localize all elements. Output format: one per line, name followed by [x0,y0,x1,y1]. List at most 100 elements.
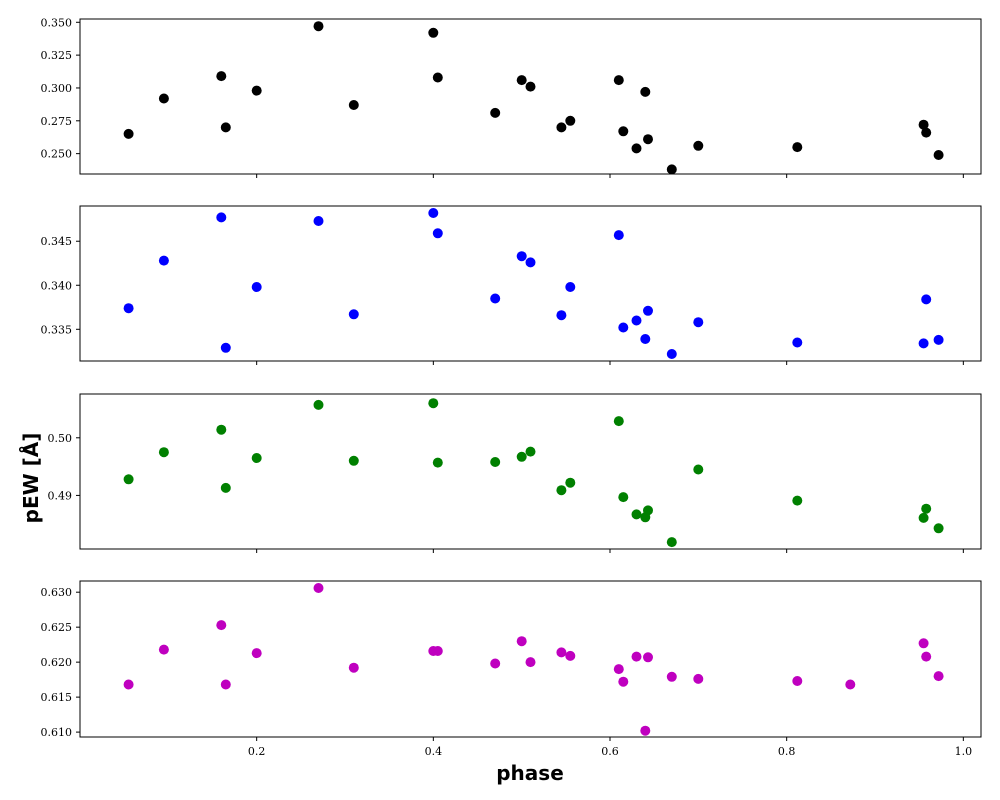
data-point [428,208,439,218]
plot-frame [79,393,982,550]
data-point [123,474,134,485]
data-point [516,451,527,462]
data-point [565,477,576,488]
data-point [516,75,527,86]
data-point [613,416,624,427]
data-point [933,523,944,534]
data-point [525,446,536,457]
data-point [216,71,227,82]
subplot-panels: 0.250 0.275 0.300 0.325 0.350 0.335 0.340 0.345… [41,16,982,758]
data-point [313,21,324,32]
data-point [216,212,227,223]
data-point [918,638,929,649]
data-point [432,457,443,468]
x-axis-label: phase [496,761,564,785]
data-point [556,310,567,321]
data-point [348,100,359,110]
data-point [792,337,803,348]
data-point [918,119,929,130]
data-point [845,679,856,690]
data-point [640,725,651,736]
y-tick-label: 0.345 [41,235,73,248]
data-point [158,644,169,655]
data-point [565,115,576,126]
data-point [921,294,932,305]
data-point [618,126,629,137]
data-point [158,93,169,104]
subplot-2: 0.335 0.340 0.345 [41,205,982,365]
data-point [921,127,932,138]
data-point [220,482,231,493]
y-axis-label: pEW [Å] [19,433,43,524]
data-point [693,673,704,684]
x-tick-label: 0.2 [248,745,266,758]
data-point [432,72,443,83]
data-point [525,257,536,268]
x-tick-label: 0.4 [425,745,443,758]
data-point [693,317,704,328]
data-point [613,75,624,86]
y-tick-label: 0.250 [41,148,73,161]
subplot-3: 0.49 0.50 [48,393,982,553]
y-tick-label: 0.625 [41,621,73,634]
data-point [490,107,501,118]
data-point [693,140,704,151]
y-tick-label: 0.335 [41,323,73,336]
data-point [556,647,567,658]
data-point [525,81,536,92]
y-tick-label: 0.275 [41,115,73,128]
x-tick-label: 1.0 [955,745,973,758]
data-point [933,671,944,682]
data-point [933,334,944,345]
data-point [313,216,324,226]
y-tick-label: 0.350 [41,16,73,29]
data-point [643,305,653,316]
data-point [792,495,803,506]
data-point [666,671,677,682]
data-point [918,512,929,523]
data-point [933,150,944,160]
data-point [123,128,134,139]
data-point [220,342,231,353]
data-point [921,503,932,514]
data-point [565,282,576,292]
data-point [428,27,439,38]
data-point [516,251,527,262]
y-tick-label: 0.300 [41,82,73,95]
data-point [918,338,929,349]
data-point [348,662,359,673]
plot-frame [79,18,982,175]
data-point [792,676,803,686]
data-point [640,86,651,97]
data-point [313,583,324,593]
y-tick-label: 0.50 [48,432,73,445]
data-point [631,651,642,662]
data-point [631,143,642,154]
plot-frame [79,580,982,738]
y-tick-label: 0.615 [41,691,73,704]
data-point [643,652,653,663]
data-point [348,309,359,320]
data-point [516,636,527,647]
data-point [666,537,677,548]
data-point [693,464,704,475]
data-point [666,164,677,175]
subplot-1: 0.250 0.275 0.300 0.325 0.350 [41,16,982,178]
plot-frame [79,205,982,362]
data-point [432,228,443,239]
x-tick-label: 0.8 [778,745,796,758]
subplot-4: 0.610 0.615 0.620 0.625 0.630 0.2 0.4 0.6 0.8 1.0 [41,580,982,758]
y-tick-label: 0.325 [41,49,73,62]
y-tick-label: 0.610 [41,726,73,739]
data-point [613,230,624,241]
data-point [643,134,653,145]
data-point [123,303,134,314]
data-point [251,282,262,292]
data-point [158,255,169,266]
data-point [216,424,227,435]
data-point [666,349,677,359]
data-point [618,492,629,503]
data-point [158,447,169,458]
data-point [251,85,262,96]
